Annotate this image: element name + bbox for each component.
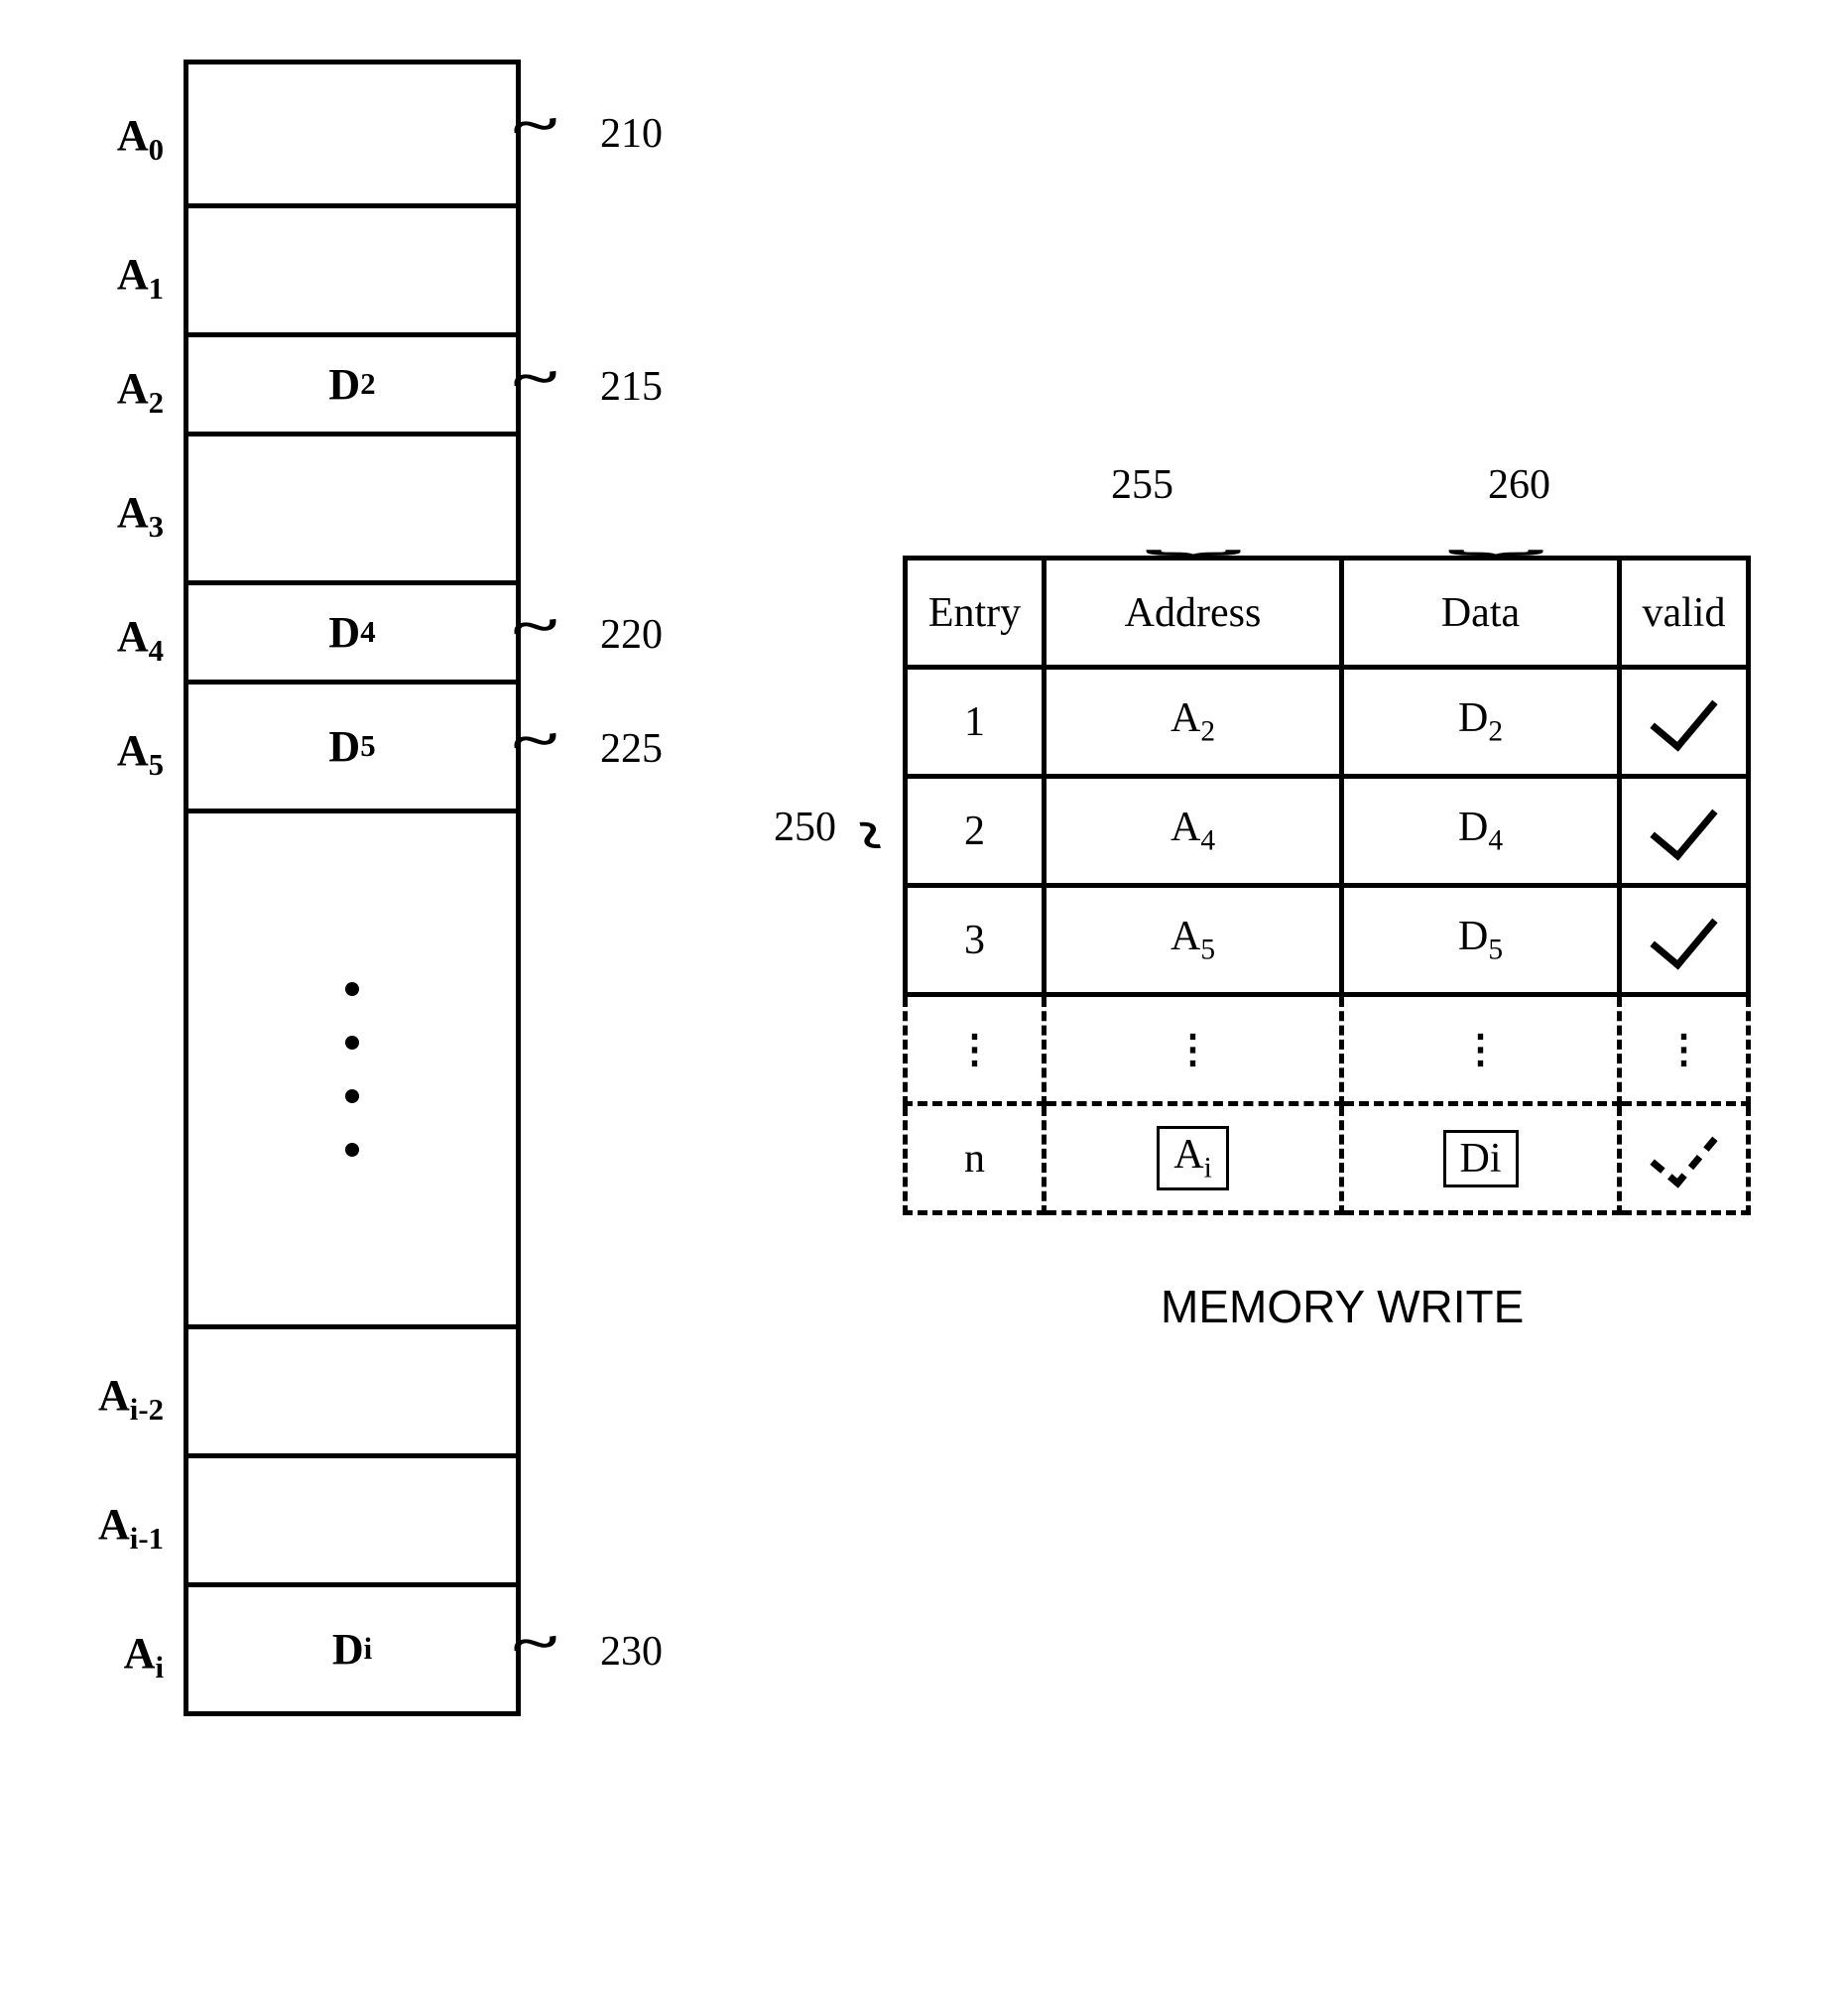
memory-address-label: Ai-1 xyxy=(74,1499,164,1557)
write-table-caption: MEMORY WRITE xyxy=(1161,1280,1524,1333)
diagram-root: A0~210A1D2A2~215A3D4A4~220D5A5~225Ai-2Ai… xyxy=(40,40,1808,1955)
write-table-header-row: Entry Address Data valid xyxy=(906,559,1749,668)
header-entry: Entry xyxy=(906,559,1045,668)
memory-address-label: A0 xyxy=(74,110,164,168)
memory-cell xyxy=(184,208,521,337)
header-address: Address xyxy=(1045,559,1342,668)
memory-ref-label: 225 xyxy=(600,725,663,773)
brace-260: ⏞ xyxy=(1449,523,1542,558)
write-table-row: 3A5D5 xyxy=(906,886,1749,995)
header-data: Data xyxy=(1342,559,1620,668)
memory-cell: D5 xyxy=(184,685,521,813)
memory-cell xyxy=(184,60,521,208)
memory-address-label: Ai-2 xyxy=(74,1370,164,1428)
ref-260: 260 xyxy=(1488,461,1550,509)
memory-cell: Di xyxy=(184,1587,521,1716)
memory-ref-label: 230 xyxy=(600,1628,663,1676)
memory-cell: D2 xyxy=(184,337,521,436)
memory-address-label: A3 xyxy=(74,487,164,545)
memory-address-label: A2 xyxy=(74,363,164,421)
memory-cell: D4 xyxy=(184,585,521,685)
memory-address-label: A5 xyxy=(74,725,164,783)
brace-255: ⏞ xyxy=(1147,523,1240,558)
write-table-row: 2A4D4 xyxy=(906,777,1749,886)
write-table-row-dashed: nAiDi xyxy=(906,1104,1749,1213)
memory-ref-label: 215 xyxy=(600,363,663,411)
memory-address-label: A4 xyxy=(74,611,164,669)
write-table-area: 255 ⏞ 260 ⏞ 250 ~ Entry Address Data val… xyxy=(903,556,1751,1215)
ref-255: 255 xyxy=(1111,461,1173,509)
memory-cell xyxy=(184,436,521,585)
memory-ref-label: 210 xyxy=(600,110,663,158)
memory-address-label: A1 xyxy=(74,249,164,307)
write-table-row-dashed xyxy=(906,995,1749,1104)
memory-address-label: Ai xyxy=(74,1628,164,1685)
memory-cell xyxy=(184,1329,521,1458)
memory-cell xyxy=(184,813,521,1329)
write-table-row: 1A2D2 xyxy=(906,668,1749,777)
memory-column: A0~210A1D2A2~215A3D4A4~220D5A5~225Ai-2Ai… xyxy=(184,60,521,1716)
memory-cell xyxy=(184,1458,521,1587)
memory-ref-label: 220 xyxy=(600,611,663,659)
write-table: Entry Address Data valid 1A2D22A4D43A5D5… xyxy=(903,556,1751,1215)
header-valid: valid xyxy=(1620,559,1749,668)
